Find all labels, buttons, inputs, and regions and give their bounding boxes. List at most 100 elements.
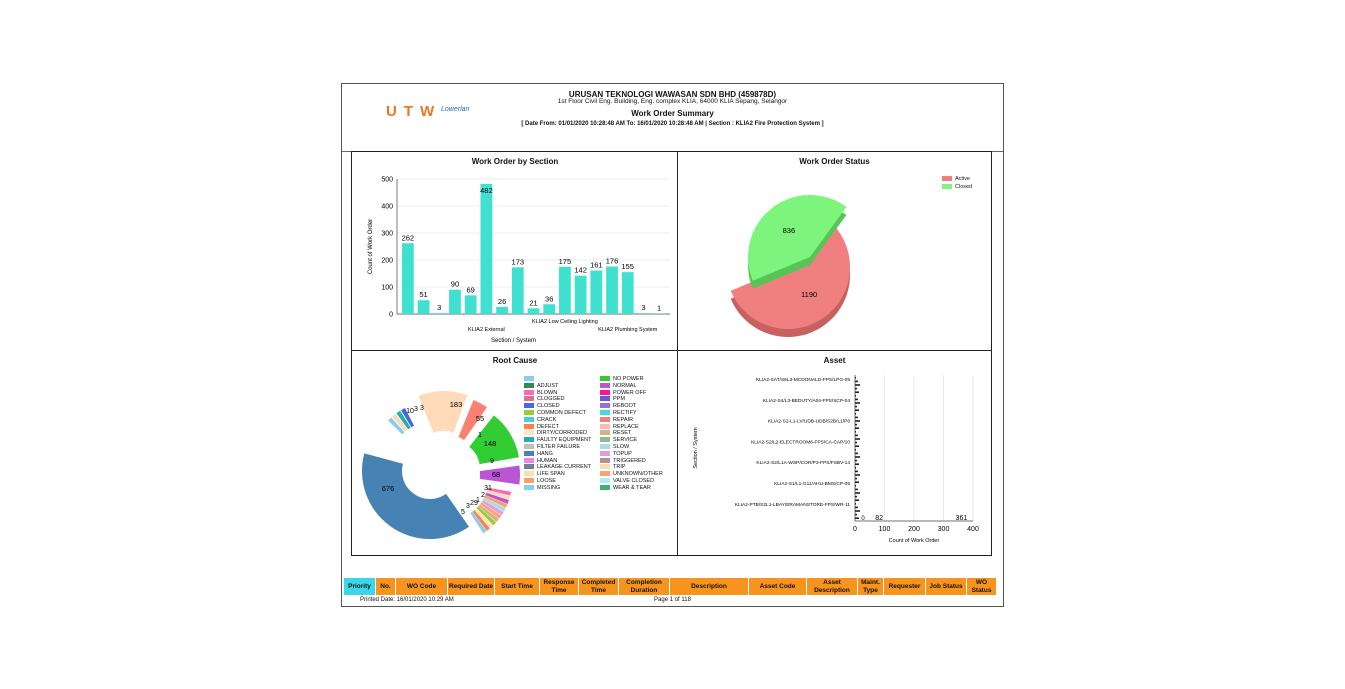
donut-value-label: 3: [420, 405, 424, 412]
legend-swatch: [524, 478, 534, 484]
bar: [590, 270, 603, 314]
legend-label: FAULTY EQUIPMENT: [537, 437, 592, 444]
bar: [855, 449, 856, 451]
column-header[interactable]: Response Time: [540, 578, 579, 595]
legend-label: CLOGGED: [537, 396, 565, 403]
bar-value-label: 51: [419, 290, 427, 299]
bar: [855, 380, 858, 383]
donut-slice: [485, 492, 509, 504]
legend-label: COMMON DEFECT: [537, 410, 587, 416]
column-header[interactable]: WO Status: [967, 578, 997, 595]
column-header[interactable]: Job Status: [926, 578, 967, 595]
bar: [855, 395, 856, 397]
donut-slice: [387, 417, 405, 435]
legend-label: LEAKAGE CURRENT: [537, 464, 592, 471]
bar-value-label: 155: [621, 262, 634, 271]
bar: [855, 384, 860, 386]
logo-text: UTW: [386, 103, 442, 120]
column-header[interactable]: Start Time: [495, 578, 540, 595]
donut-slice: [478, 504, 499, 523]
legend-item: BLOWN: [524, 390, 557, 396]
legend-label: RECTIFY: [613, 410, 637, 416]
donut-value-label: 3: [466, 503, 470, 510]
bar-value-label: 176: [606, 256, 619, 265]
legend-item: LOOSE: [524, 478, 556, 484]
legend-label: REBOOT: [613, 403, 637, 410]
donut-slice: [483, 497, 506, 512]
bar: [855, 413, 856, 415]
x-axis-title: Section / System: [491, 338, 536, 344]
bar: [417, 300, 430, 314]
donut-slice: [486, 490, 511, 500]
bar-value-label: 1: [657, 304, 661, 313]
column-header[interactable]: Required Date: [448, 578, 495, 595]
bar: [855, 402, 860, 404]
donut-value-label: 10: [406, 408, 414, 415]
column-header[interactable]: Completion Duration: [619, 578, 670, 595]
donut-slice: [484, 495, 508, 508]
legend-swatch: [600, 410, 610, 416]
bar-value-label: 21: [529, 298, 537, 307]
column-header[interactable]: Priority: [344, 578, 376, 595]
legend-swatch: [600, 471, 610, 477]
donut-slice: [486, 487, 512, 496]
legend-item: [524, 376, 537, 382]
legend-item: DEFECT: [524, 424, 559, 430]
column-header[interactable]: Description: [670, 578, 749, 595]
legend-swatch: [524, 444, 534, 450]
legend-label: BLOWN: [537, 389, 558, 396]
bar: [855, 463, 859, 465]
column-header[interactable]: Requester: [884, 578, 926, 595]
root-cause-panel: Root Cause 676 183 55 148 68 1 9 31 2 1 3 5 29 10 3 3 A…: [351, 350, 679, 556]
bar: [574, 275, 587, 314]
donut-value-label: 148: [484, 439, 497, 448]
legend-label: NO POWER: [613, 376, 644, 382]
y-axis-title: Section / System: [693, 427, 699, 469]
legend-label: NORMAL: [613, 382, 637, 389]
legend-item: FILTER FAILURE: [524, 444, 580, 450]
legend-label: TRIGGERED: [613, 457, 646, 464]
donut-slice: [472, 510, 490, 531]
y-tick-label: KLIA2-S2/L1A-WSP/COR/P3-FPS/FSBV-14: [756, 460, 850, 466]
bar: [855, 467, 856, 469]
legend-item: LIFE SPAN: [524, 471, 565, 477]
bar-value-label: 262: [402, 233, 415, 242]
bar: [855, 427, 859, 429]
donut-value-label: 3: [414, 406, 418, 413]
donut-value-label: 676: [382, 484, 395, 493]
y-tick-label: KLIA2-S2/L2-ELECTROOM6-FPS/CA-CAP/10: [751, 439, 850, 445]
legend-item: SERVICE: [600, 437, 637, 443]
bar: [855, 510, 860, 512]
legend-label: REPLACE: [613, 423, 639, 430]
page-number: Page 1 of 118: [654, 597, 691, 603]
y-tick-label: KLIA2-SAT/S6L3-MCDONALD-FPS/LPG-05: [756, 377, 850, 383]
bar: [543, 304, 556, 314]
donut-value-label: 1: [478, 432, 482, 439]
legend-swatch: [600, 478, 610, 484]
column-header[interactable]: Maint. Type: [858, 578, 884, 595]
legend-item: RECTIFY: [600, 410, 637, 416]
x-tick-label: 300: [938, 526, 950, 533]
bar-value-label: 3: [437, 303, 441, 312]
column-header[interactable]: Asset Code: [749, 578, 807, 595]
bar-value-label: 3: [641, 303, 645, 312]
legend-item: MISSING: [524, 485, 560, 491]
x-tick-label: KLIA2 External: [468, 327, 505, 333]
legend-item: DIRTY/CORRODED: [524, 430, 587, 436]
x-tick-label: 400: [967, 526, 979, 533]
column-header[interactable]: No.: [376, 578, 396, 595]
x-tick-label: 100: [879, 526, 891, 533]
bar-value-label: 175: [559, 257, 572, 266]
column-header[interactable]: Asset Description: [807, 578, 858, 595]
legend-label: WEAR & TEAR: [613, 484, 651, 491]
column-header[interactable]: Completed Time: [579, 578, 619, 595]
donut-slice: [479, 465, 520, 485]
donut-slice: [401, 407, 415, 428]
chart-title: Root Cause: [492, 356, 538, 365]
chart-title: Work Order by Section: [471, 157, 559, 166]
donut-slice: [470, 511, 487, 534]
x-tick-label: KLIA2 Plumbing System: [598, 327, 658, 333]
column-header[interactable]: WO Code: [396, 578, 448, 595]
legend-swatch: [600, 464, 610, 470]
work-order-status-chart: 1190 836: [730, 195, 850, 337]
